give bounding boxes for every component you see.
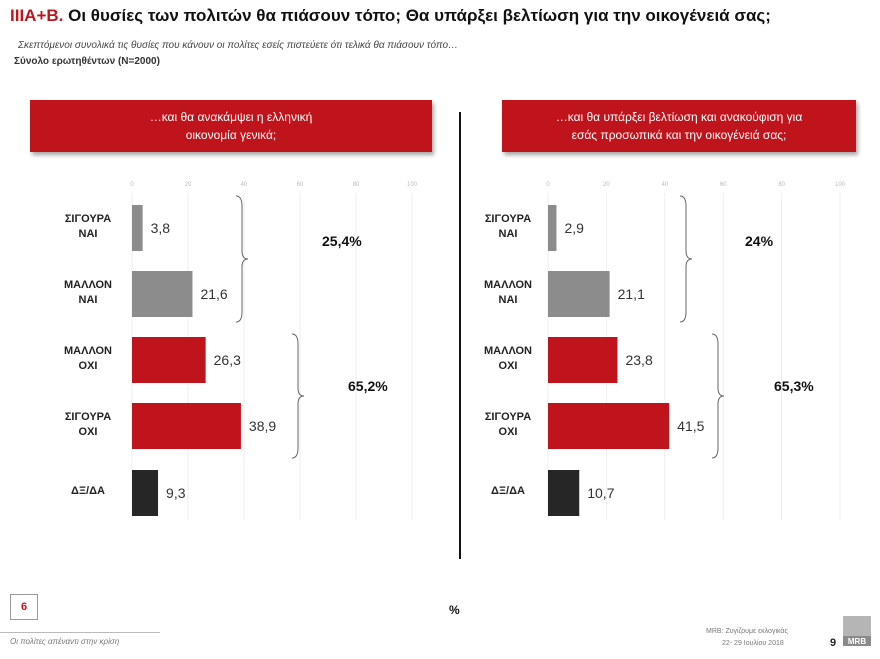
bar-value-label: 9,3 [166, 485, 186, 501]
x-tick-label: 0 [130, 182, 134, 188]
category-label: ΣΙΓΟΥΡΑ ΝΑΙ [64, 213, 112, 240]
panel-divider [459, 112, 461, 559]
category-label: ΔΞ/ΔΑ [71, 485, 105, 497]
category-label: ΜΑΛΛΟΝ ΝΑΙ [64, 279, 112, 306]
page-number: 9 [830, 637, 837, 649]
bar-chart-left: 0 20 40 60 80 100 3,8 21,6 26,3 38,9 9,3 25,4% 65,2% [130, 182, 418, 520]
x-tick-label: 80 [778, 182, 785, 188]
footer-note: Οι πολίτες απέναντι στην κρίση [10, 637, 120, 646]
question-box-left: …και θα ανακάμψει η ελληνική οικονομία γ… [30, 100, 432, 152]
x-tick-label: 100 [835, 182, 846, 188]
x-tick-label: 100 [407, 182, 418, 188]
group-total-label: 25,4% [322, 233, 362, 249]
question-box-right: …και θα υπάρξει βελτίωση και ανακούφιση … [502, 100, 856, 152]
category-label: ΜΑΛΛΟΝ ΟΧΙ [64, 345, 112, 372]
bar [132, 403, 241, 449]
x-tick-label: 60 [720, 182, 727, 188]
question-left-line2: οικονομία γενικά; [185, 128, 277, 142]
bar [548, 205, 557, 251]
bar-value-label: 21,6 [200, 286, 227, 302]
title-code: ΙΙΙΑ+Β. [10, 6, 64, 25]
unit-label: % [449, 603, 460, 617]
category-label: ΣΙΓΟΥΡΑ ΟΧΙ [484, 411, 532, 438]
group-bracket [711, 333, 725, 459]
footer-source: MRB: Ζυγίζουμε εκλογικάς [706, 628, 788, 635]
mrb-logo-icon: MRB [843, 616, 871, 646]
category-label: ΣΙΓΟΥΡΑ ΝΑΙ [484, 213, 532, 240]
bar [132, 271, 193, 317]
bar [548, 470, 580, 516]
bar [132, 470, 159, 516]
bar [132, 205, 143, 251]
group-total-label: 65,3% [774, 378, 814, 394]
category-label: ΜΑΛΛΟΝ ΟΧΙ [484, 345, 532, 372]
bar-value-label: 38,9 [249, 418, 276, 434]
bar [548, 271, 610, 317]
x-tick-label: 20 [185, 182, 192, 188]
bar [548, 337, 618, 383]
group-total-label: 24% [745, 233, 774, 249]
bar [548, 403, 670, 449]
group-bracket [291, 333, 305, 459]
group-bracket [235, 195, 249, 323]
bar-value-label: 21,1 [618, 286, 645, 302]
question-left-line1: …και θα ανακάμψει η ελληνική [149, 110, 313, 124]
x-tick-label: 0 [546, 182, 550, 188]
footer-date: 22- 29 Ιουλίου 2018 [722, 640, 784, 647]
category-label: ΜΑΛΛΟΝ ΝΑΙ [484, 279, 532, 306]
page-subtitle: Σκεπτόμενοι συνολικά τις θυσίες που κάνο… [18, 40, 459, 51]
bar-value-label: 41,5 [677, 418, 704, 434]
bar-value-label: 2,9 [564, 220, 584, 236]
x-tick-label: 40 [241, 182, 248, 188]
x-tick-label: 80 [353, 182, 360, 188]
svg-text:MRB: MRB [848, 637, 866, 646]
bar-value-label: 26,3 [214, 352, 241, 368]
page-title: ΙΙΙΑ+Β. Οι θυσίες των πολιτών θα πιάσουν… [10, 6, 771, 26]
x-tick-label: 20 [603, 182, 610, 188]
category-label: ΣΙΓΟΥΡΑ ΟΧΙ [64, 411, 112, 438]
category-label: ΔΞ/ΔΑ [491, 485, 525, 497]
group-total-label: 65,2% [348, 378, 388, 394]
section-number-box: 6 [10, 594, 38, 620]
bar-value-label: 10,7 [587, 485, 614, 501]
group-bracket [679, 195, 693, 323]
bar-value-label: 23,8 [625, 352, 652, 368]
question-right-line1: …και θα υπάρξει βελτίωση και ανακούφιση … [555, 110, 803, 124]
bar-chart-right: 0 20 40 60 80 100 2,9 21,1 23,8 41,5 10,7 24% 65,3% [546, 182, 846, 520]
bar [132, 337, 206, 383]
sample-base: Σύνολο ερωτηθέντων (Ν=2000) [14, 56, 160, 67]
question-right-line2: εσάς προσωπικά και την οικογένειά σας; [571, 128, 787, 142]
x-tick-label: 40 [661, 182, 668, 188]
bar-value-label: 3,8 [151, 220, 171, 236]
title-text: Οι θυσίες των πολιτών θα πιάσουν τόπο; Θ… [68, 6, 771, 25]
footer-rule [0, 632, 160, 633]
x-tick-label: 60 [297, 182, 304, 188]
